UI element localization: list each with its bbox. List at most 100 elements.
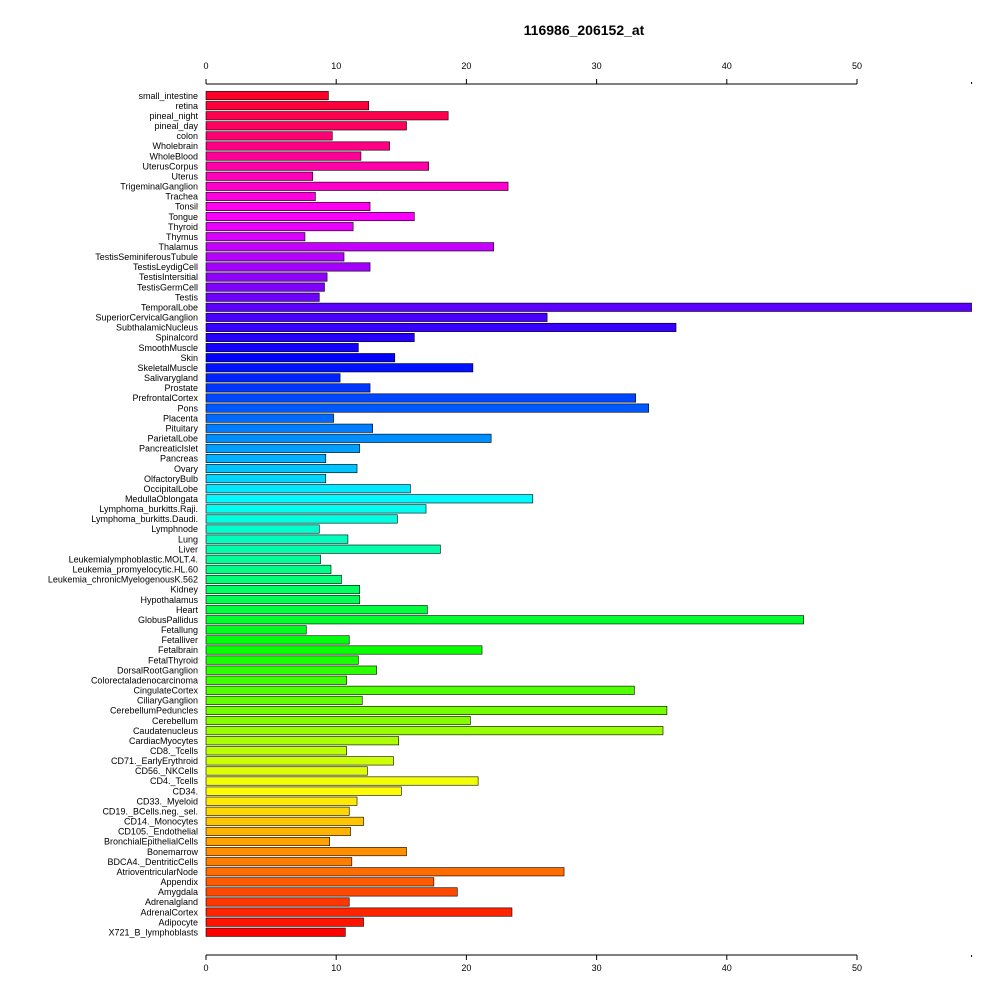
bar: [205, 564, 332, 574]
category-label: AtrioventricularNode: [116, 867, 198, 877]
bar: [205, 806, 350, 816]
bar: [205, 262, 371, 272]
category-label: SuperiorCervicalGanglion: [95, 313, 198, 323]
bar: [205, 413, 334, 423]
tick-label: 20: [461, 61, 471, 71]
bar: [205, 343, 359, 353]
bar: [205, 786, 402, 796]
bar: [205, 847, 407, 857]
bar: [205, 726, 664, 736]
category-label: CardiacMyocytes: [129, 736, 199, 746]
bar: [205, 484, 411, 494]
category-label: Pons: [177, 403, 198, 413]
category-label: CD4._Tcells: [150, 776, 199, 786]
bar: [205, 595, 360, 605]
bar: [205, 383, 371, 393]
category-label: Placenta: [163, 413, 198, 423]
bar: [205, 796, 358, 806]
bar: [205, 887, 458, 897]
bar: [205, 816, 364, 826]
category-label: Pancreas: [160, 454, 199, 464]
category-label: small_intestine: [138, 91, 198, 101]
bar: [205, 111, 449, 121]
bar: [205, 665, 377, 675]
bar: [205, 585, 360, 595]
category-label: CingulateCortex: [133, 686, 198, 696]
bar: [205, 554, 321, 564]
category-label: Lymphoma_burkitts.Daudi.: [91, 514, 198, 524]
category-label: PancreaticIslet: [139, 444, 199, 454]
tick-label: 0: [203, 61, 208, 71]
category-label: Spinalcord: [155, 333, 198, 343]
category-label: Amygdala: [158, 887, 198, 897]
category-label: Heart: [176, 605, 199, 615]
category-label: Hypothalamus: [140, 595, 198, 605]
category-label: X721_B_lymphoblasts: [108, 927, 198, 937]
category-label: GlobusPallidus: [138, 615, 199, 625]
category-label: Fetallung: [161, 625, 198, 635]
bar: [205, 312, 548, 322]
category-label: Testis: [175, 292, 199, 302]
category-label: SubthalamicNucleus: [116, 323, 199, 333]
category-label: TestisGermCell: [137, 282, 198, 292]
bar: [205, 645, 483, 655]
category-label: BronchialEpithelialCells: [104, 837, 199, 847]
bar: [205, 212, 415, 222]
category-label: FetalThyroid: [148, 655, 198, 665]
category-label: ParietalLobe: [147, 434, 198, 444]
bar: [205, 141, 390, 151]
category-label: Thalamus: [158, 242, 198, 252]
category-label: PrefrontalCortex: [132, 393, 198, 403]
bar: [205, 736, 399, 746]
category-label: BDCA4._DentriticCells: [107, 857, 198, 867]
bar: [205, 514, 398, 524]
bar: [205, 393, 636, 403]
bar: [205, 453, 327, 463]
category-label: colon: [176, 131, 198, 141]
category-label: Salivarygland: [144, 373, 198, 383]
category-label: TemporalLobe: [141, 302, 198, 312]
bar: [205, 897, 350, 907]
bar: [205, 91, 329, 101]
bar: [205, 907, 513, 917]
bar: [205, 705, 668, 715]
category-label: SmoothMuscle: [138, 343, 198, 353]
bar: [205, 302, 972, 312]
bar: [205, 423, 373, 433]
bar: [205, 242, 495, 252]
category-label: Bonemarrow: [147, 847, 199, 857]
category-label: TestisIntersitial: [139, 272, 198, 282]
bar: [205, 181, 509, 191]
category-label: CD105._Endothelial: [118, 827, 198, 837]
bar: [205, 292, 320, 302]
category-label: Fetalbrain: [158, 645, 198, 655]
bar: [205, 101, 370, 111]
bar: [205, 222, 354, 232]
category-label: Leukemia_chronicMyelogenousK.562: [48, 575, 198, 585]
category-label: Pituitary: [165, 423, 198, 433]
bar: [205, 433, 492, 443]
bar: [205, 695, 363, 705]
bars-group: [205, 91, 972, 937]
category-label: Tonsil: [175, 202, 198, 212]
category-label: CD33._Myeloid: [136, 796, 198, 806]
bar: [205, 756, 394, 766]
tick-label: 20: [461, 963, 471, 973]
category-label: CD14._Monocytes: [124, 817, 199, 827]
category-label: Thymus: [166, 232, 199, 242]
category-label: CerebellumPeduncles: [110, 706, 199, 716]
category-label: Colorectaladenocarcinoma: [91, 675, 198, 685]
bar: [205, 121, 407, 131]
category-label: Wholebrain: [152, 141, 198, 151]
category-label: Caudatenucleus: [133, 726, 199, 736]
bar: [205, 353, 396, 363]
bar: [205, 191, 316, 201]
bar: [205, 716, 471, 726]
bar: [205, 877, 435, 887]
bar: [205, 605, 428, 615]
category-label: Adrenalgland: [145, 897, 198, 907]
bar: [205, 373, 341, 383]
bar: [205, 272, 328, 282]
category-label: Liver: [178, 544, 198, 554]
